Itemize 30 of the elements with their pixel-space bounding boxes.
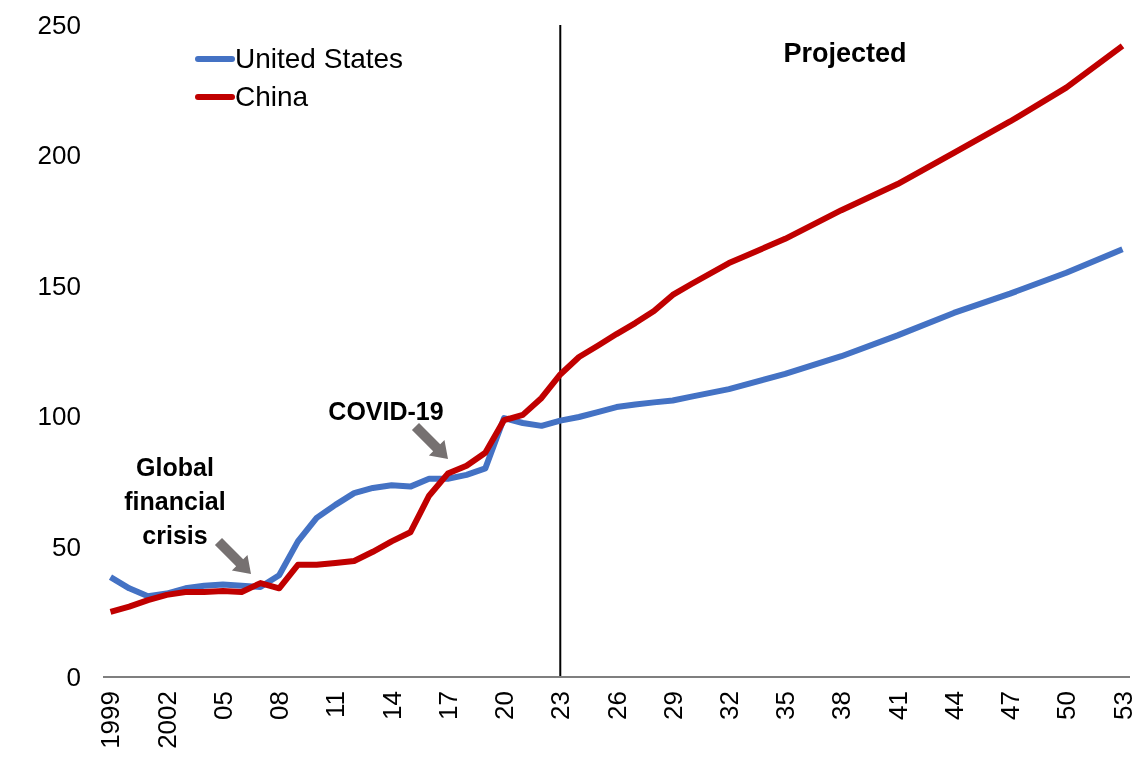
x-tick-label: 08 xyxy=(264,691,295,720)
y-tick-label: 0 xyxy=(66,662,81,692)
annotation: Projected xyxy=(783,38,907,68)
x-tick-label: 23 xyxy=(545,691,576,720)
x-tick-label: 53 xyxy=(1107,691,1135,720)
y-tick-label: 100 xyxy=(37,401,81,432)
y-tick-label: 250 xyxy=(37,10,81,40)
y-tick-label: 200 xyxy=(37,140,81,171)
x-tick-label: 32 xyxy=(713,691,744,720)
x-tick-label: 20 xyxy=(489,691,520,720)
x-tick-label: 47 xyxy=(995,691,1026,720)
x-tick-label: 44 xyxy=(938,691,969,720)
x-tick-label: 11 xyxy=(320,691,351,718)
legend-label: United States xyxy=(235,43,404,75)
annotation: COVID-19 xyxy=(328,397,444,425)
x-tick-label: 41 xyxy=(882,691,913,720)
x-tick-label: 1999 xyxy=(95,691,126,749)
x-tick-label: 17 xyxy=(432,691,463,720)
y-tick-label: 50 xyxy=(52,531,81,562)
y-tick-label: 150 xyxy=(37,270,81,301)
annotation: Global financial crisis xyxy=(124,453,226,549)
x-tick-label: 35 xyxy=(770,691,801,720)
x-tick-label: 50 xyxy=(1051,691,1082,720)
x-tick-label: 29 xyxy=(657,691,688,720)
x-tick-label: 26 xyxy=(601,691,632,720)
x-tick-label: 2002 xyxy=(151,691,182,749)
x-tick-label: 14 xyxy=(376,691,407,720)
legend-label: China xyxy=(235,81,309,113)
x-tick-label: 38 xyxy=(826,691,857,720)
x-tick-label: 05 xyxy=(207,691,238,720)
